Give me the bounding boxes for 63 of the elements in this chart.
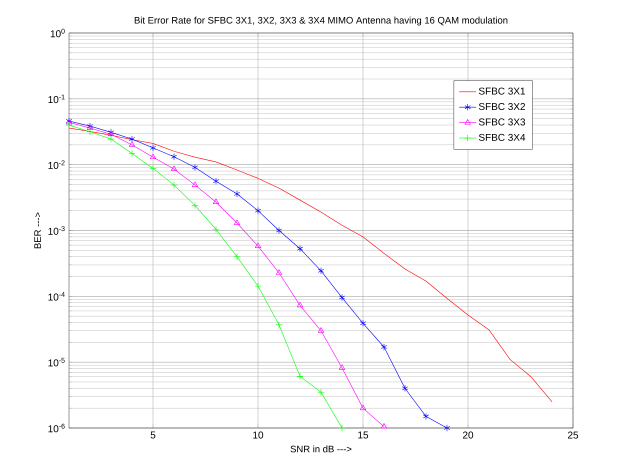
point <box>276 321 282 328</box>
legend-label: SFBC 3X3 <box>478 118 526 126</box>
point <box>254 242 262 248</box>
y-tick-label: 10$^{0}$ <box>50 28 65 38</box>
legend-label: SFBC 3X2 <box>478 103 526 110</box>
point <box>338 294 346 301</box>
point <box>212 198 220 204</box>
point <box>192 164 198 171</box>
point <box>422 412 430 420</box>
point <box>296 245 304 252</box>
y-tick-label: 10$^{-2}$ <box>48 160 65 169</box>
point <box>318 327 324 333</box>
point <box>276 227 282 234</box>
point <box>234 253 240 260</box>
point <box>234 190 240 198</box>
point <box>402 384 408 392</box>
y-tick-label: 10$^{-6}$ <box>48 424 65 432</box>
point <box>254 282 262 290</box>
point <box>170 165 178 171</box>
point <box>128 150 136 157</box>
y-tick-label: 10$^{-1}$ <box>48 94 65 104</box>
point <box>338 424 346 432</box>
point <box>86 128 94 136</box>
y-tick-label: 10$^{-5}$ <box>48 358 65 366</box>
legend-label: SFBC 3X1 <box>478 88 526 95</box>
point <box>66 122 72 129</box>
x-tick-label: 20 <box>462 432 474 439</box>
point <box>276 269 282 275</box>
x-tick-label: 15 <box>358 432 368 438</box>
x-tick-label: 25 <box>568 432 578 439</box>
point <box>128 136 136 143</box>
point <box>296 372 304 380</box>
y-axis-title: BER ---> <box>34 212 41 248</box>
point <box>128 141 136 147</box>
point <box>360 320 366 327</box>
line-series <box>69 128 552 402</box>
point <box>150 144 156 152</box>
point <box>192 202 198 209</box>
x-tick-label: 10 <box>253 432 264 439</box>
point <box>170 182 178 189</box>
point <box>192 182 198 187</box>
point <box>296 302 304 308</box>
point <box>360 404 366 410</box>
x-axis-title: SNR in dB ---> <box>290 445 352 452</box>
point <box>212 226 220 233</box>
point <box>150 164 156 172</box>
legend-label: SFBC 3X4 <box>478 134 526 141</box>
point <box>380 423 388 429</box>
point <box>444 424 450 432</box>
point <box>170 153 178 160</box>
point <box>338 364 346 370</box>
y-tick-label: 10$^{-3}$ <box>48 226 65 235</box>
point <box>234 220 240 225</box>
x-tick-label: 5 <box>150 432 156 438</box>
point <box>150 154 156 160</box>
y-tick-label: 10$^{-4}$ <box>48 292 65 301</box>
point <box>212 178 220 185</box>
point <box>380 344 388 350</box>
point <box>318 388 324 396</box>
point <box>254 207 262 214</box>
chart-title: Bit Error Rate for SFBC 3X1, 3X2, 3X3 & 3X4 MIMO Antenna having 16 QAM modulation <box>134 16 508 26</box>
point <box>108 136 114 143</box>
point <box>318 267 324 274</box>
